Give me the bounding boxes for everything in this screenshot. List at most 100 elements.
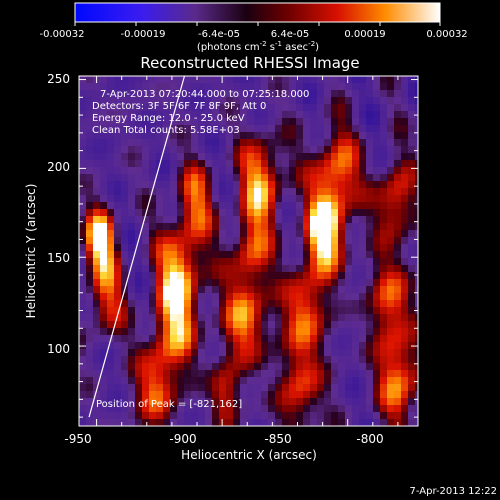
heatmap-cell — [247, 398, 255, 406]
heatmap-cell — [247, 307, 255, 315]
heatmap-cell — [233, 321, 241, 329]
heatmap-cell — [331, 76, 339, 84]
heatmap-cell — [100, 125, 108, 133]
heatmap-cell — [338, 321, 346, 329]
heatmap-cell — [345, 328, 353, 336]
heatmap-cell — [345, 132, 353, 140]
heatmap-cell — [394, 195, 402, 203]
heatmap-cell — [408, 118, 416, 126]
heatmap-cell — [163, 90, 171, 98]
heatmap-cell — [310, 97, 318, 105]
heatmap-cell — [387, 258, 395, 266]
heatmap-cell — [275, 244, 283, 252]
heatmap-cell — [345, 419, 353, 426]
heatmap-cell — [198, 202, 206, 210]
heatmap-cell — [408, 272, 416, 280]
heatmap-cell — [268, 342, 276, 350]
heatmap-cell — [156, 258, 164, 266]
heatmap-cell — [268, 104, 276, 112]
heatmap-cell — [198, 153, 206, 161]
heatmap-cell — [212, 90, 220, 98]
heatmap-cell — [121, 83, 129, 91]
heatmap-cell — [128, 104, 136, 112]
heatmap-cell — [387, 398, 395, 406]
heatmap-cell — [107, 342, 115, 350]
heatmap-cell — [345, 314, 353, 322]
heatmap-cell — [219, 279, 227, 287]
heatmap-cell — [156, 272, 164, 280]
heatmap-cell — [408, 321, 416, 329]
heatmap-cell — [184, 160, 192, 168]
heatmap-cell — [156, 321, 164, 329]
heatmap-cell — [79, 363, 87, 371]
heatmap-cell — [289, 349, 297, 357]
heatmap-cell — [93, 181, 101, 189]
heatmap-cell — [324, 125, 332, 133]
heatmap-cell — [198, 377, 206, 385]
heatmap-cell — [93, 377, 101, 385]
heatmap-cell — [401, 363, 409, 371]
heatmap-cell — [296, 349, 304, 357]
heatmap-cell — [317, 398, 325, 406]
heatmap-cell — [331, 356, 339, 364]
heatmap-cell — [352, 195, 360, 203]
heatmap-cell — [254, 230, 262, 238]
heatmap-cell — [107, 104, 115, 112]
heatmap-cell — [135, 181, 143, 189]
heatmap-cell — [282, 398, 290, 406]
colorbar — [74, 2, 441, 23]
heatmap-cell — [93, 202, 101, 210]
heatmap-cell — [184, 321, 192, 329]
heatmap-cell — [184, 167, 192, 175]
heatmap-cell — [296, 370, 304, 378]
heatmap-cell — [170, 97, 178, 105]
heatmap-cell — [170, 412, 178, 420]
heatmap-cell — [233, 230, 241, 238]
heatmap-cell — [359, 132, 367, 140]
heatmap-cell — [338, 146, 346, 154]
heatmap-cell — [415, 202, 418, 210]
heatmap-cell — [338, 174, 346, 182]
heatmap-cell — [142, 118, 150, 126]
heatmap-cell — [394, 167, 402, 175]
heatmap-cell — [184, 83, 192, 91]
heatmap-cell — [233, 279, 241, 287]
heatmap-cell — [93, 307, 101, 315]
heatmap-cell — [205, 419, 213, 426]
heatmap-cell — [415, 153, 418, 161]
heatmap-cell — [268, 216, 276, 224]
heatmap-cell — [380, 244, 388, 252]
heatmap-cell — [128, 328, 136, 336]
heatmap-cell — [184, 174, 192, 182]
heatmap-cell — [345, 251, 353, 259]
heatmap-cell — [296, 335, 304, 343]
heatmap-cell — [310, 90, 318, 98]
heatmap-cell — [156, 132, 164, 140]
heatmap-cell — [170, 195, 178, 203]
heatmap-cell — [163, 342, 171, 350]
heatmap-cell — [352, 111, 360, 119]
heatmap-cell — [303, 265, 311, 273]
heatmap-cell — [282, 363, 290, 371]
heatmap-cell — [142, 188, 150, 196]
heatmap-cell — [282, 419, 290, 426]
heatmap-cell — [233, 328, 241, 336]
heatmap-cell — [233, 104, 241, 112]
heatmap-cell — [240, 391, 248, 399]
heatmap-cell — [261, 377, 269, 385]
heatmap-cell — [149, 139, 157, 147]
heatmap-cell — [331, 419, 339, 426]
heatmap-cell — [149, 188, 157, 196]
heatmap-cell — [142, 335, 150, 343]
heatmap-cell — [324, 377, 332, 385]
heatmap-cell — [191, 216, 199, 224]
heatmap-cell — [233, 118, 241, 126]
heatmap-cell — [149, 370, 157, 378]
heatmap-cell — [359, 188, 367, 196]
heatmap-cell — [324, 111, 332, 119]
heatmap-cell — [359, 300, 367, 308]
heatmap-cell — [275, 335, 283, 343]
heatmap-cell — [149, 118, 157, 126]
heatmap-cell — [114, 377, 122, 385]
heatmap-cell — [163, 272, 171, 280]
